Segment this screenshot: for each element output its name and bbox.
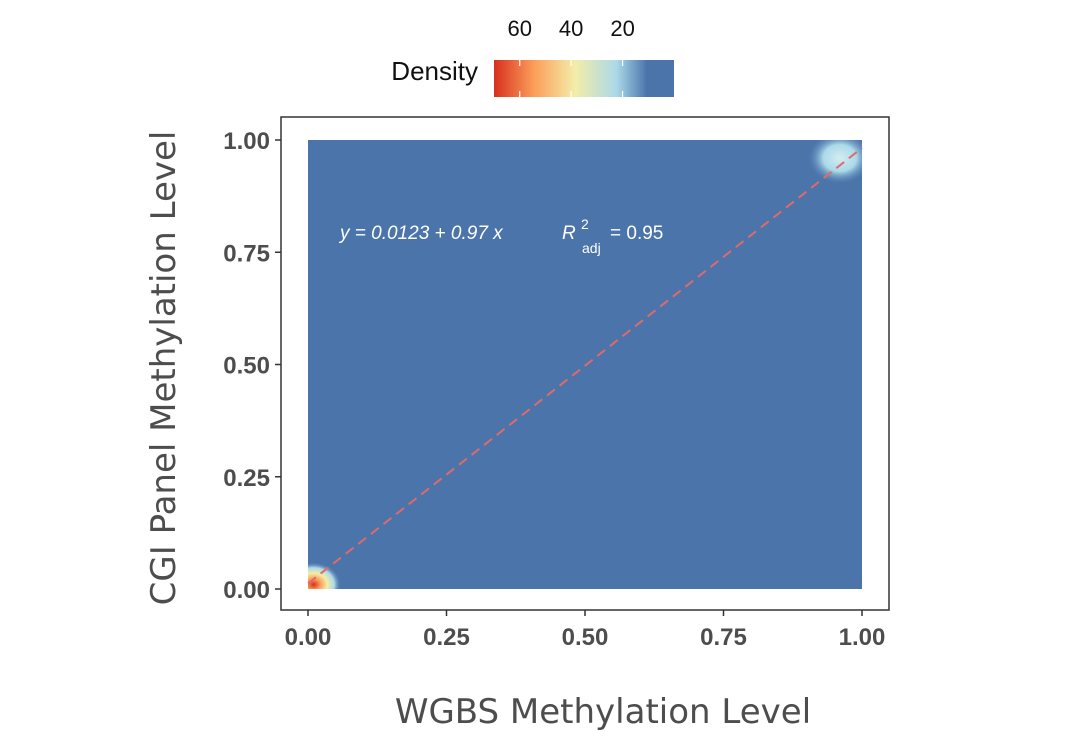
- y-tick-label: 0.25: [223, 465, 270, 492]
- x-tick-label: 0.00: [285, 624, 332, 651]
- x-tick-label: 1.00: [839, 624, 886, 651]
- fit-equation: y = 0.0123 + 0.97 x: [338, 223, 504, 244]
- x-tick-label: 0.25: [423, 624, 470, 651]
- x-tick-label: 0.50: [562, 624, 609, 651]
- legend-title: Density: [391, 56, 478, 86]
- y-tick-label: 0.50: [223, 353, 270, 380]
- y-axis-title: CGI Panel Methylation Level: [144, 131, 184, 606]
- legend: Density 60 40 20: [391, 16, 674, 97]
- fit-r2: R 2 adj = 0.95: [562, 213, 663, 258]
- legend-tick-label: 40: [559, 16, 583, 41]
- r2-superscript: 2: [581, 216, 589, 232]
- fit-equation-text: y = 0.0123 + 0.97 x: [338, 223, 504, 244]
- legend-tick-label: 60: [507, 16, 531, 41]
- density-peak: [806, 140, 862, 185]
- y-axis: 0.00 0.25 0.50 0.75 1.00: [223, 128, 281, 604]
- y-tick-label: 1.00: [223, 128, 270, 155]
- legend-tick-label: 20: [610, 16, 634, 41]
- fit-line: [307, 147, 863, 585]
- y-tick-label: 0.75: [223, 240, 270, 267]
- x-tick-label: 0.75: [700, 624, 747, 651]
- y-tick-label: 0.00: [223, 577, 270, 604]
- x-axis-title: WGBS Methylation Level: [395, 692, 811, 732]
- legend-colorbar: [494, 60, 674, 97]
- r2-symbol: R: [562, 223, 576, 244]
- r2-subscript: adj: [582, 240, 601, 256]
- x-axis: 0.00 0.25 0.50 0.75 1.00: [285, 610, 886, 651]
- r2-value: = 0.95: [610, 223, 663, 244]
- density-peak: [308, 562, 342, 589]
